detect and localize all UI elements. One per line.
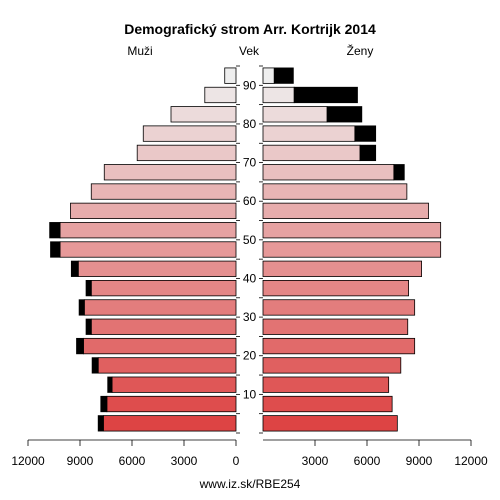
male-excess-40-44 xyxy=(70,260,79,277)
age-tick-label: 40 xyxy=(243,271,257,285)
female-bar-30-34 xyxy=(262,299,416,316)
male-excess-35-39 xyxy=(85,280,92,297)
male-bar-20-24 xyxy=(83,337,237,355)
male-excess-50-54 xyxy=(49,222,61,239)
female-bar-0-4 xyxy=(262,415,398,432)
male-bar-10-14 xyxy=(111,376,237,393)
male-excess-15-19 xyxy=(91,357,99,374)
male-bar-0-4 xyxy=(103,415,237,432)
age-tick-label: 80 xyxy=(243,117,257,131)
male-bar-75-79 xyxy=(142,125,237,142)
female-excess-80-84 xyxy=(326,106,363,123)
female-bar-60-64 xyxy=(262,183,408,200)
female-bar-70-74 xyxy=(262,144,361,162)
male-excess-25-29 xyxy=(85,318,92,335)
x-tick-label: 9000 xyxy=(406,454,433,468)
age-tick-label: 20 xyxy=(243,349,257,363)
female-bar-80-84 xyxy=(262,106,328,123)
x-tick-label: 12000 xyxy=(454,454,488,468)
female-excess-65-69 xyxy=(393,164,405,181)
axes-group: 10 20 30 40 50 60 70 80 90 12000 9000 6000 3000 0 3000… xyxy=(11,65,488,468)
age-tick-label: 50 xyxy=(243,233,257,247)
x-tick-label: 6000 xyxy=(354,454,381,468)
male-bar-50-54 xyxy=(59,222,237,239)
male-excess-5-9 xyxy=(100,395,108,413)
male-bar-70-74 xyxy=(136,144,237,162)
female-excess-75-79 xyxy=(354,125,377,142)
male-bar-65-69 xyxy=(103,164,237,181)
chart-title: Demografický strom Arr. Kortrijk 2014 xyxy=(124,21,376,37)
male-bar-55-59 xyxy=(70,202,237,219)
right-label: Ženy xyxy=(347,43,374,58)
age-tick-label: 70 xyxy=(243,156,257,170)
female-bar-5-9 xyxy=(262,395,393,413)
female-bar-75-79 xyxy=(262,125,356,142)
male-excess-45-49 xyxy=(50,241,61,258)
male-bar-60-64 xyxy=(90,183,237,200)
x-tick-label: 3000 xyxy=(302,454,329,468)
male-bar-85-89 xyxy=(204,86,237,104)
female-bar-25-29 xyxy=(262,318,409,335)
female-bar-35-39 xyxy=(262,280,410,297)
male-bar-40-44 xyxy=(77,260,237,277)
female-excess-70-74 xyxy=(359,144,377,162)
female-bar-45-49 xyxy=(262,241,442,258)
x-tick-label: 3000 xyxy=(171,454,198,468)
male-excess-30-34 xyxy=(78,299,85,316)
female-bar-40-44 xyxy=(262,260,423,277)
male-bar-5-9 xyxy=(106,395,237,413)
age-tick-label: 10 xyxy=(243,387,257,401)
female-bar-50-54 xyxy=(262,222,442,239)
male-bar-90+ xyxy=(224,67,237,84)
female-bar-55-59 xyxy=(262,202,429,219)
female-excess-85-89 xyxy=(293,86,358,104)
age-tick-label: 90 xyxy=(243,78,257,92)
x-tick-label: 6000 xyxy=(119,454,146,468)
age-tick-label: 60 xyxy=(243,194,257,208)
x-tick-label: 0 xyxy=(233,454,240,468)
male-excess-0-4 xyxy=(97,415,104,432)
male-excess-10-14 xyxy=(107,376,113,393)
female-bar-20-24 xyxy=(262,337,416,355)
center-label: Vek xyxy=(239,44,260,58)
female-excess-90+ xyxy=(273,67,294,84)
female-bar-10-14 xyxy=(262,376,390,393)
male-bar-45-49 xyxy=(59,241,237,258)
male-bar-35-39 xyxy=(90,280,237,297)
x-tick-label: 12000 xyxy=(11,454,45,468)
male-bar-80-84 xyxy=(170,106,237,123)
male-bar-30-34 xyxy=(83,299,237,316)
age-tick-label: 30 xyxy=(243,310,257,324)
female-bar-85-89 xyxy=(262,86,295,104)
x-tick-label: 9000 xyxy=(67,454,94,468)
female-bar-15-19 xyxy=(262,357,402,374)
female-bar-65-69 xyxy=(262,164,395,181)
footer-source: www.iz.sk/RBE254 xyxy=(199,477,301,491)
male-bar-25-29 xyxy=(90,318,237,335)
male-excess-20-24 xyxy=(76,337,84,355)
left-label: Muži xyxy=(127,44,152,58)
male-bar-15-19 xyxy=(97,357,237,374)
bars-group xyxy=(49,67,442,432)
female-bar-90+ xyxy=(262,67,275,84)
